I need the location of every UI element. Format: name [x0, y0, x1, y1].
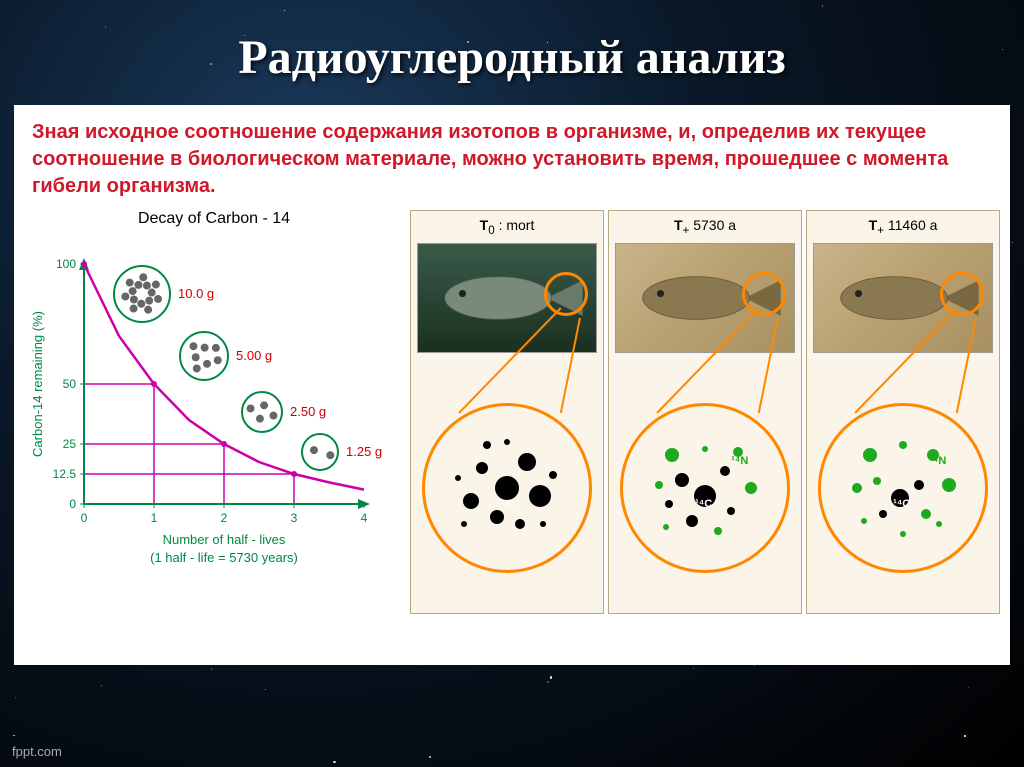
nitrogen-label: ¹⁴N: [929, 455, 946, 467]
decay-svg: 0 12.5 25 50 100 0 1 2 3 4 10.0 g 5.00 g 2.50 g 1.25 …: [24, 234, 404, 614]
time-panel-2: T+ 11460 a ¹⁴C ¹⁴N: [806, 210, 1000, 614]
svg-text:12.5: 12.5: [53, 467, 77, 481]
decay-chart: Decay of Carbon - 14 0 12.5 25 50 100 0 1 2 3 4 10…: [24, 210, 404, 614]
content-panel: Зная исходное соотношение содержания изо…: [14, 105, 1010, 665]
svg-text:25: 25: [63, 437, 77, 451]
decay-chart-title: Decay of Carbon - 14: [24, 210, 404, 228]
svg-text:100: 100: [56, 257, 76, 271]
svg-text:10.0 g: 10.0 g: [178, 286, 214, 301]
time-panel-1: T+ 5730 a ¹⁴C ¹⁴N: [608, 210, 802, 614]
svg-text:4: 4: [361, 511, 368, 525]
svg-text:2: 2: [221, 511, 228, 525]
atoms-circle: ¹⁴C ¹⁴N: [818, 403, 988, 573]
nitrogen-label: ¹⁴N: [731, 455, 748, 467]
svg-text:2.50 g: 2.50 g: [290, 404, 326, 419]
svg-text:Carbon-14 remaining (%): Carbon-14 remaining (%): [30, 311, 45, 457]
subtitle-text: Зная исходное соотношение содержания изо…: [14, 105, 1010, 210]
svg-text:3: 3: [291, 511, 298, 525]
panel-title: T+ 5730 a: [609, 211, 801, 243]
svg-text:0: 0: [69, 497, 76, 511]
svg-text:1: 1: [151, 511, 158, 525]
atoms-diagram: ¹⁴C ¹⁴N: [609, 363, 801, 613]
atoms-diagram: ¹⁴C ¹⁴N: [807, 363, 999, 613]
svg-text:0: 0: [81, 511, 88, 525]
panel-title: T+ 11460 a: [807, 211, 999, 243]
atoms-circle: ¹⁴C ¹⁴N: [620, 403, 790, 573]
diagrams-row: Decay of Carbon - 14 0 12.5 25 50 100 0 1 2 3 4 10…: [14, 210, 1010, 614]
atoms-circle: ¹⁴C: [422, 403, 592, 573]
panel-title: T0 : mort: [411, 211, 603, 243]
svg-text:50: 50: [63, 377, 77, 391]
carbon-label: ¹⁴C: [497, 498, 514, 510]
footer-credit: fppt.com: [12, 744, 62, 759]
svg-text:(1 half - life = 5730 years): (1 half - life = 5730 years): [150, 550, 298, 565]
svg-text:1.25 g: 1.25 g: [346, 444, 382, 459]
carbon-label: ¹⁴C: [893, 498, 910, 510]
carbon-label: ¹⁴C: [695, 498, 712, 510]
svg-text:5.00 g: 5.00 g: [236, 348, 272, 363]
time-panel-0: T0 : mort ¹⁴C: [410, 210, 604, 614]
atoms-diagram: ¹⁴C: [411, 363, 603, 613]
svg-text:Number of half - lives: Number of half - lives: [163, 532, 286, 547]
time-panels: T0 : mort ¹⁴C T+ 5730 a ¹⁴C ¹⁴N T+ 11460 a ¹⁴C…: [410, 210, 1000, 614]
